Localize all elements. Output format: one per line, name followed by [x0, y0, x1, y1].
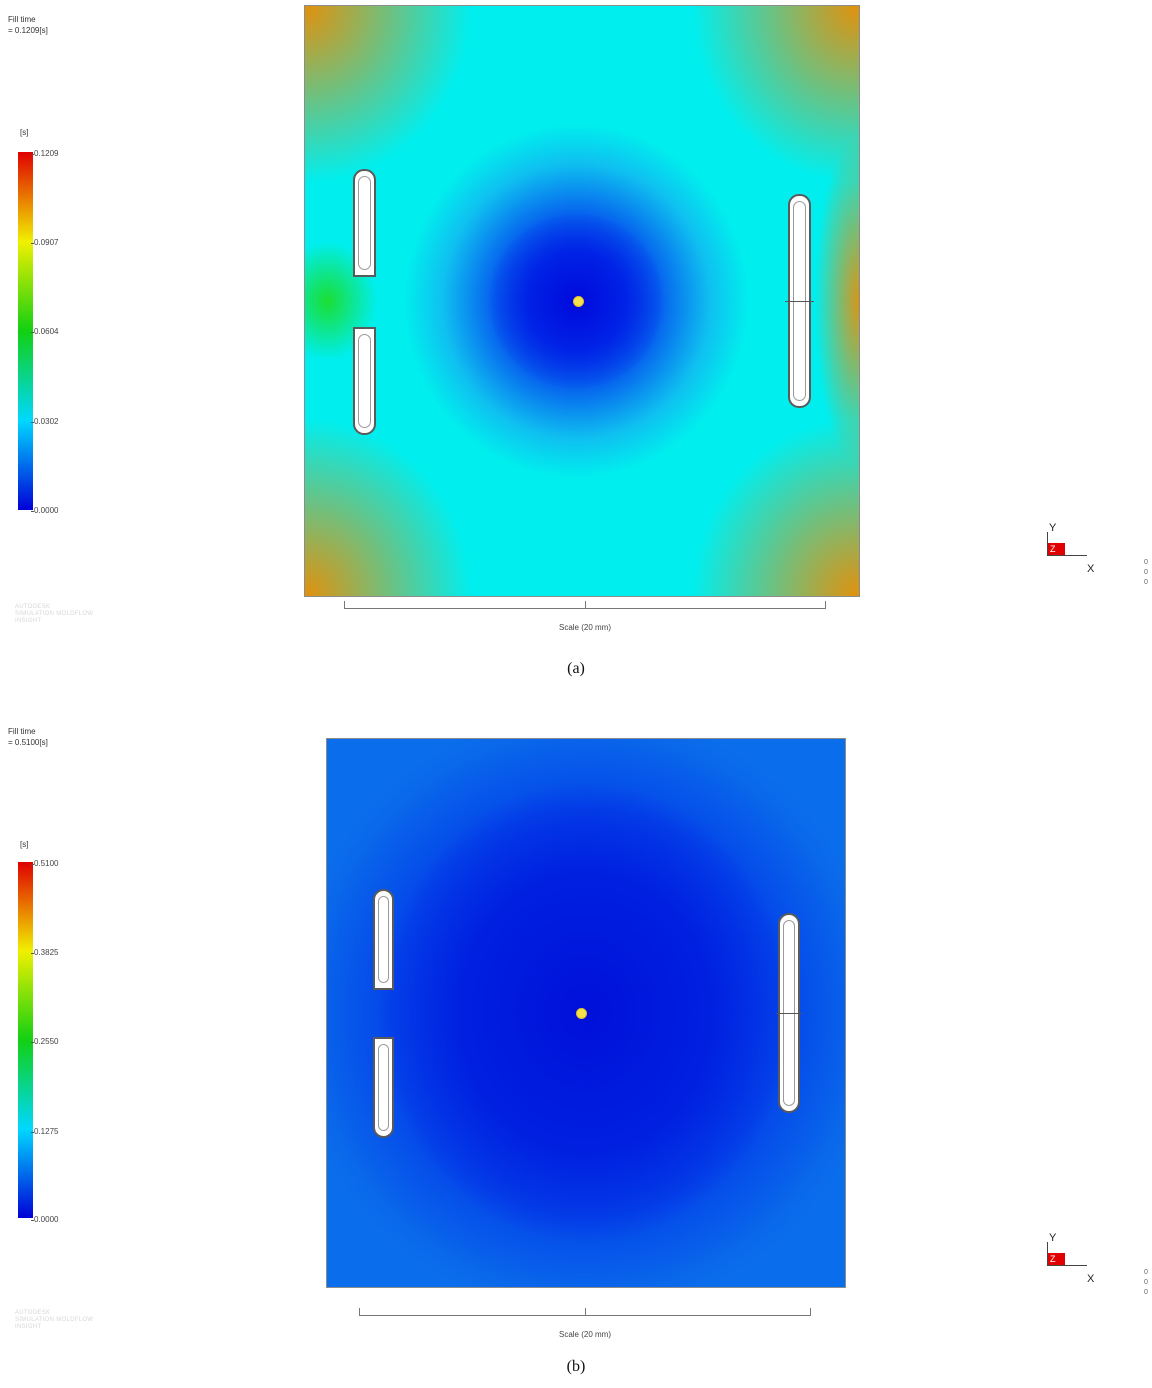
software-watermark: AUTODESK SIMULATION MOLDFLOW INSIGHT [15, 1310, 93, 1331]
fill-time-label: Fill time = 0.1209[s] [8, 14, 48, 36]
side-readout: 0 0 0 [1144, 1268, 1148, 1298]
figure-caption: (b) [566, 1358, 586, 1375]
result-panel-b: Fill time = 0.5100[s] [s] 0.5100 0.3825 … [0, 712, 1152, 1388]
readout-digit: 0 [1144, 1269, 1148, 1276]
watermark-line: SIMULATION MOLDFLOW [15, 611, 94, 617]
legend-unit: [s] [20, 128, 29, 137]
slot-divider-line [785, 301, 814, 302]
legend-tick: 0.0000 [30, 1215, 59, 1224]
result-panel-a: Fill time = 0.1209[s] [s] 0.1209 0.0907 … [0, 0, 1152, 690]
x-axis-line [1047, 1265, 1087, 1266]
watermark-line: SIMULATION MOLDFLOW [15, 1317, 94, 1323]
y-axis-line [1047, 532, 1048, 556]
injection-gate-point[interactable] [576, 1008, 587, 1019]
watermark-line: INSIGHT [15, 1324, 42, 1330]
legend-tick: 0.0000 [30, 506, 59, 515]
figure-caption: (a) [567, 660, 585, 677]
legend-tick: 0.1275 [30, 1127, 59, 1136]
slot-left-lower [373, 1037, 394, 1138]
side-readout: 0 0 0 [1144, 558, 1148, 588]
readout-digit: 0 [1144, 1279, 1148, 1286]
axis-triad: Y Z X [1047, 1232, 1107, 1285]
fill-time-title: Fill time [8, 727, 36, 736]
scale-bar-midtick [585, 601, 586, 609]
legend-tick: 0.0907 [30, 238, 59, 247]
z-axis-label: Z [1050, 544, 1056, 554]
slot-left-upper [353, 169, 376, 277]
z-axis-label: Z [1050, 1254, 1056, 1264]
legend-tick: 0.0302 [30, 417, 59, 426]
fill-time-contour-plot[interactable] [304, 5, 860, 597]
injection-gate-point[interactable] [573, 296, 584, 307]
readout-digit: 0 [1144, 559, 1148, 566]
scale-label: Scale (20 mm) [558, 1330, 611, 1339]
y-axis-label: Y [1049, 522, 1057, 534]
legend-tick: 0.0604 [30, 327, 59, 336]
readout-digit: 0 [1144, 1289, 1148, 1296]
legend-tick: 0.3825 [30, 948, 59, 957]
fill-time-title: Fill time [8, 15, 36, 24]
watermark-line: AUTODESK [15, 604, 51, 610]
z-axis-marker [1048, 543, 1065, 555]
software-watermark: AUTODESK SIMULATION MOLDFLOW INSIGHT [15, 604, 93, 625]
watermark-line: AUTODESK [15, 1310, 51, 1316]
axis-triad: Y Z X [1047, 522, 1107, 575]
legend-tick: 0.1209 [30, 149, 59, 158]
legend-tick: 0.5100 [30, 859, 59, 868]
scale-label: Scale (20 mm) [558, 623, 611, 632]
y-axis-line [1047, 1242, 1048, 1266]
color-legend-bar [18, 152, 33, 510]
scale-bar-midtick [585, 1308, 586, 1316]
x-axis-line [1047, 555, 1087, 556]
legend-tick: 0.2550 [30, 1037, 59, 1046]
legend-unit: [s] [20, 840, 29, 849]
y-axis-label: Y [1049, 1232, 1057, 1244]
slot-left-upper [373, 889, 394, 990]
readout-digit: 0 [1144, 569, 1148, 576]
slot-left-lower [353, 327, 376, 435]
z-axis-marker [1048, 1253, 1065, 1265]
fill-time-contour-plot[interactable] [326, 738, 846, 1288]
fill-time-label: Fill time = 0.5100[s] [8, 726, 48, 748]
fill-time-value: = 0.5100[s] [8, 738, 48, 747]
x-axis-label: X [1087, 1273, 1095, 1285]
readout-digit: 0 [1144, 579, 1148, 586]
fill-time-value: = 0.1209[s] [8, 26, 48, 35]
color-legend-bar [18, 862, 33, 1218]
watermark-line: INSIGHT [15, 618, 42, 624]
slot-divider-line [776, 1013, 802, 1014]
x-axis-label: X [1087, 563, 1095, 575]
